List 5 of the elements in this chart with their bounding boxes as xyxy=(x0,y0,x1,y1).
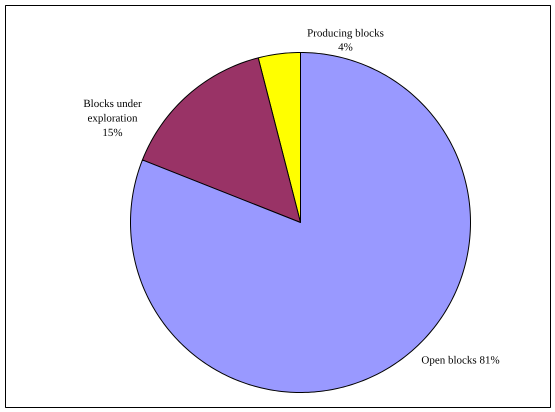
slice-label: Blocks under exploration xyxy=(83,98,142,124)
data-label: 4% xyxy=(338,42,353,54)
data-label: 15% xyxy=(102,126,123,139)
slice-label: Open blocks 81% xyxy=(421,354,500,366)
slice-label: Producing blocks xyxy=(307,27,384,40)
